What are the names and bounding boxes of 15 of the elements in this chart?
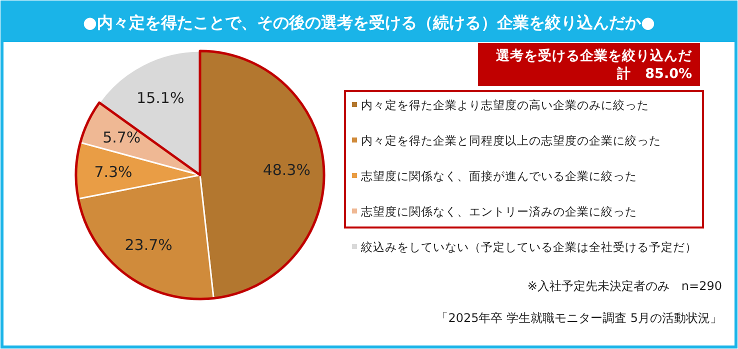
data-label: 15.1% <box>136 88 184 107</box>
text: 選考を受ける企業を絞り込んだ <box>495 47 693 64</box>
text: 「2025年卒 学生就職モニター調査 5月の活動状況」 <box>436 311 722 325</box>
text: 計 85.0% <box>616 66 692 82</box>
data-label: 48.3% <box>262 161 310 180</box>
data-label: 23.7% <box>124 236 172 254</box>
data-label: 7.3% <box>94 162 132 181</box>
legend-label: 志望度に関係なく、エントリー済みの企業に絞った <box>361 204 637 218</box>
chart-title: ●内々定を得たことで、その後の選考を受ける（続ける）企業を絞り込んだか● <box>83 13 655 32</box>
legend-label: 内々定を得た企業より志望度の高い企業のみに絞った <box>361 98 649 112</box>
data-label: 5.7% <box>102 128 141 147</box>
text: ※入社予定先未決定者のみ n=290 <box>527 279 722 293</box>
legend-label: 志望度に関係なく、面接が進んでいる企業に絞った <box>361 169 637 183</box>
legend-label: 絞込みをしていない（予定している企業は全社受ける予定だ） <box>360 240 697 254</box>
legend-label: 内々定を得た企業と同程度以上の志望度の企業に絞った <box>361 134 661 148</box>
